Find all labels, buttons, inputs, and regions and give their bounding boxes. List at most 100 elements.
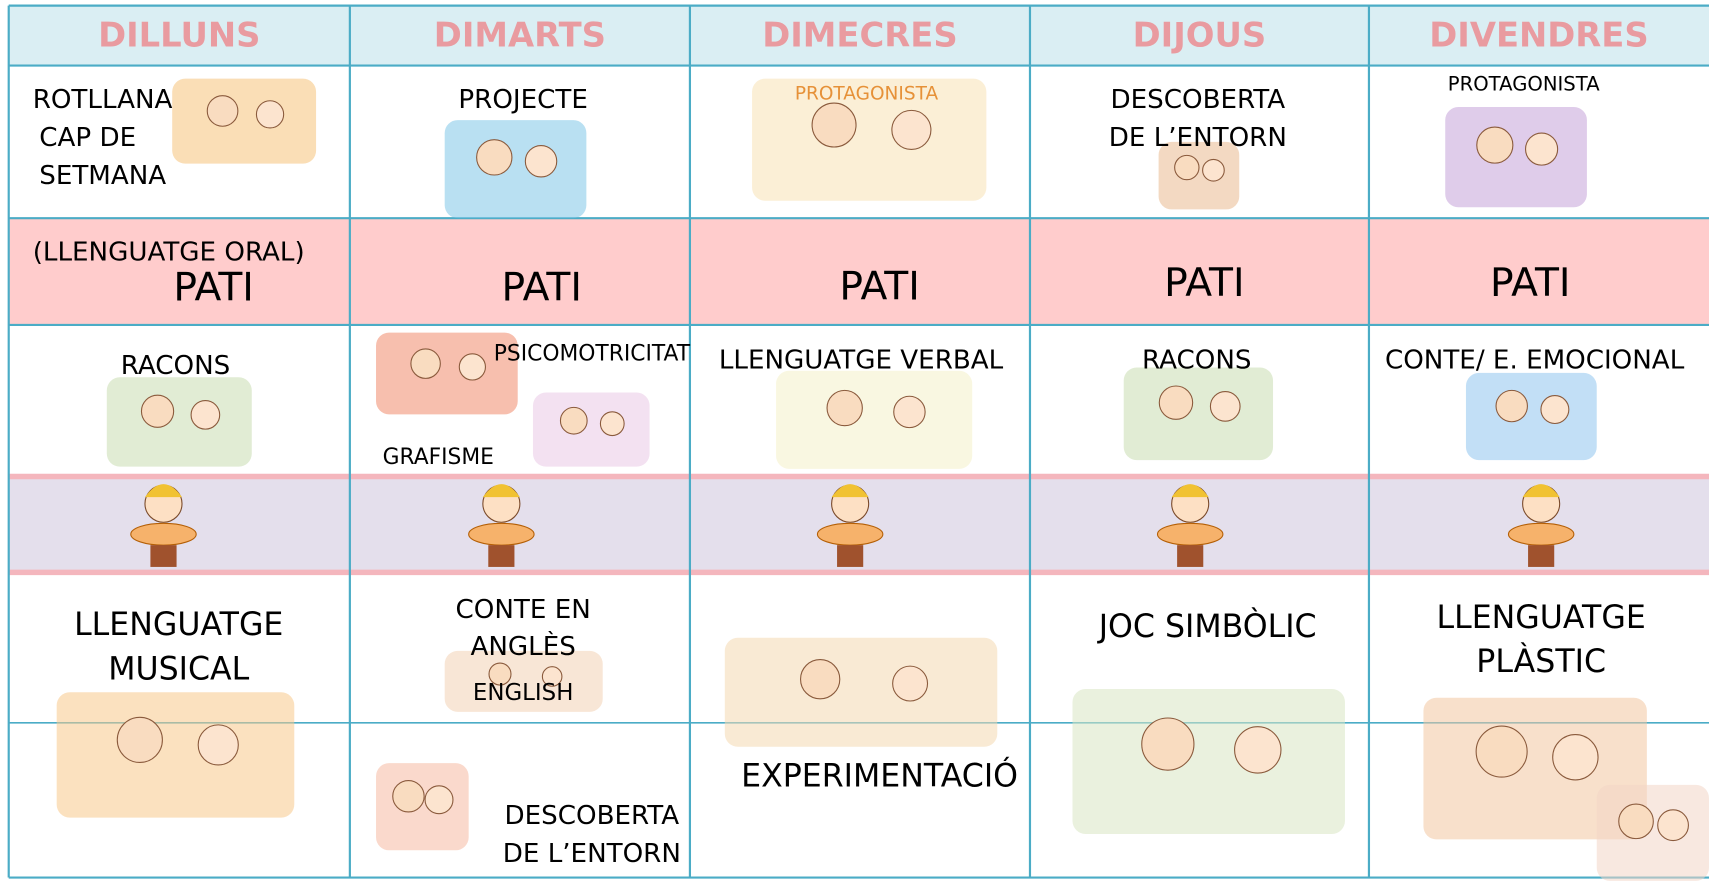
day-header: DIMARTS: [434, 16, 606, 55]
cell-text: PATI: [1490, 261, 1570, 306]
cell-text: GRAFISME: [383, 445, 494, 470]
lunch-boy-legs: [1177, 545, 1204, 567]
cell-text: MUSICAL: [108, 651, 249, 687]
illustration-figure: [1158, 385, 1194, 420]
illustration: [376, 763, 469, 851]
illustration-figure: [1174, 154, 1200, 181]
cell-text: ENGLISH: [473, 680, 574, 706]
cell-text: CONTE EN: [456, 595, 591, 625]
header-row: [8, 5, 1709, 66]
cell-text: DE L’ENTORN: [1109, 123, 1287, 153]
illustration-figure: [488, 662, 512, 686]
illustration-figure: [800, 659, 841, 700]
cell-text: ANGLÈS: [470, 630, 575, 662]
illustration-figure: [116, 716, 163, 764]
cell-text: CAP DE: [39, 123, 136, 153]
illustration: [1445, 106, 1587, 208]
illustration: [444, 650, 603, 712]
cell-text: RACONS: [1142, 345, 1252, 375]
illustration: [776, 370, 973, 469]
illustration: [444, 120, 587, 219]
day-header: DIVENDRES: [1429, 16, 1648, 55]
illustration-figure: [1495, 389, 1528, 423]
illustration-figure: [826, 389, 863, 427]
texts: DILLUNS DIMARTS DIMECRES DIJOUS DIVENDRES ROT…: [33, 16, 1685, 869]
lunch-boy-hair: [1522, 484, 1560, 498]
cell-text: DESCOBERTA: [505, 801, 680, 831]
illustration: [532, 392, 650, 467]
illustration-figure: [1209, 391, 1241, 422]
illustration: [724, 637, 998, 747]
cell-text: PATI: [501, 266, 581, 311]
illustration: [172, 78, 317, 164]
illustration: [1123, 367, 1274, 461]
cell-text: SETMANA: [39, 161, 166, 191]
lunch-boy-hair: [482, 484, 520, 498]
illustration: [106, 377, 252, 467]
illustration-figure: [1552, 734, 1599, 781]
lunch-boy-hair: [144, 484, 183, 498]
day-header: DILLUNS: [98, 16, 260, 55]
cell-text: CONTE/ E. EMOCIONAL: [1385, 345, 1685, 375]
lunch-boy-hair: [1171, 484, 1209, 498]
illustration-figure: [476, 139, 513, 176]
cell-text: PSICOMOTRICITAT: [494, 341, 691, 366]
illustration-figure: [424, 785, 454, 815]
cell-text: DESCOBERTA: [1111, 85, 1286, 115]
illustration-figure: [524, 145, 558, 178]
cell-text: LLENGUATGE: [74, 607, 283, 643]
illustration: [376, 332, 518, 415]
illustrations: [56, 78, 1709, 881]
lunch-plate: [130, 522, 197, 546]
cell-text: PATI: [1164, 261, 1244, 306]
illustration: [1596, 784, 1709, 881]
illustration-figure: [1476, 126, 1514, 164]
cell-text: PATI: [839, 265, 919, 310]
illustration-figure: [1141, 717, 1195, 771]
illustration-figure: [458, 353, 486, 381]
illustration-figure: [892, 665, 929, 702]
illustration-figure: [559, 406, 588, 435]
lunch-plate: [816, 522, 884, 546]
day-header: DIJOUS: [1133, 16, 1267, 55]
illustration: [1465, 372, 1597, 461]
cell-text: RACONS: [121, 351, 231, 381]
illustration-figure: [190, 399, 221, 430]
illustration-figure: [197, 724, 239, 766]
cell-text: EXPERIMENTACIÓ: [741, 755, 1018, 794]
cell-text: PROJECTE: [458, 85, 587, 115]
break-row: [8, 218, 1709, 325]
lunch-boy-legs: [837, 545, 864, 567]
illustration-figure: [893, 395, 926, 429]
illustration: [56, 692, 295, 818]
illustration-figure: [1475, 725, 1528, 778]
cell-text: ROTLLANA: [33, 85, 173, 115]
illustration-figure: [1540, 395, 1570, 425]
cell-text: LLENGUATGE VERBAL: [719, 345, 1004, 375]
illustration-figure: [1657, 809, 1689, 842]
cell-text: PATI: [173, 266, 253, 311]
illustration-figure: [206, 95, 239, 127]
illustration-figure: [599, 411, 625, 437]
illustration-figure: [1234, 726, 1282, 774]
lunch-boy-legs: [150, 545, 177, 567]
cell-text: PROTAGONISTA: [1448, 73, 1600, 96]
cell-text: JOC SIMBÒLIC: [1097, 606, 1317, 645]
cell-text: DE L’ENTORN: [503, 839, 681, 869]
illustration-figure: [255, 100, 285, 129]
cell-text: (LLENGUATGE ORAL): [33, 238, 305, 268]
illustration-figure: [1202, 158, 1225, 182]
illustration-figure: [392, 780, 425, 813]
illustration-figure: [410, 348, 441, 379]
cell-text: PLÀSTIC: [1476, 642, 1606, 680]
lunch-boy-legs: [1528, 545, 1555, 567]
illustration-figure: [1618, 803, 1654, 840]
illustration-figure: [811, 102, 857, 148]
lunch-plate: [1156, 522, 1224, 546]
day-header: DIMECRES: [762, 16, 957, 55]
illustration: [752, 78, 987, 201]
lunch-plate: [1507, 522, 1575, 546]
illustration-figure: [541, 666, 563, 687]
